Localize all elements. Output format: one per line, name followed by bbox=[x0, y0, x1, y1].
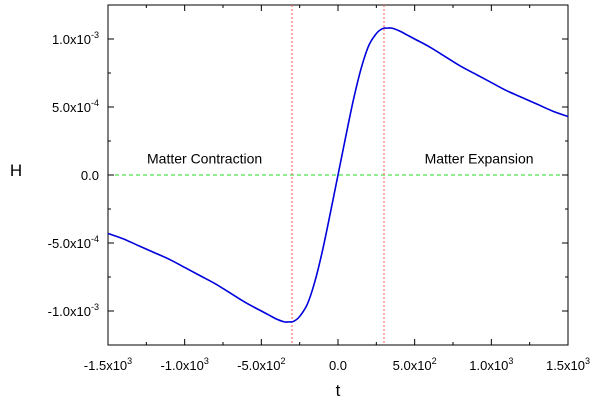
reference-lines bbox=[108, 5, 568, 345]
x-tick-label: 1.0x103 bbox=[469, 356, 513, 373]
x-tick-labels: -1.5x103 -1.0x103 -5.0x102 0.0 5.0x102 1.0x10… bbox=[84, 356, 590, 373]
x-tick-label: 5.0x102 bbox=[393, 356, 437, 373]
x-tick-label: -1.5x103 bbox=[84, 356, 132, 373]
series-line-0 bbox=[107, 27, 569, 323]
y-tick-label: 5.0x10-4 bbox=[52, 98, 99, 115]
y-tick-label: -5.0x10-4 bbox=[48, 234, 99, 251]
y-tick-label: 1.0x10-3 bbox=[52, 30, 99, 47]
x-tick-label: -5.0x102 bbox=[237, 356, 285, 373]
axis-ticks bbox=[107, 4, 569, 346]
annotation-label-1: Matter Expansion bbox=[425, 151, 534, 167]
series-layer bbox=[107, 27, 569, 323]
x-tick-label: 1.5x103 bbox=[546, 356, 590, 373]
x-tick-label: 0.0 bbox=[329, 358, 347, 373]
y-tick-label: 0.0 bbox=[81, 168, 99, 183]
annotation-label-0: Matter Contraction bbox=[147, 151, 262, 167]
x-tick-label: -1.0x103 bbox=[160, 356, 208, 373]
x-axis-title: t bbox=[336, 381, 341, 400]
annotations: Matter Contraction Matter Expansion bbox=[147, 151, 534, 167]
y-axis-title: H bbox=[10, 161, 22, 180]
y-tick-label: -1.0x10-3 bbox=[48, 302, 99, 319]
y-tick-labels: 1.0x10-3 5.0x10-4 0.0 -5.0x10-4 -1.0x10-3 bbox=[48, 30, 99, 319]
